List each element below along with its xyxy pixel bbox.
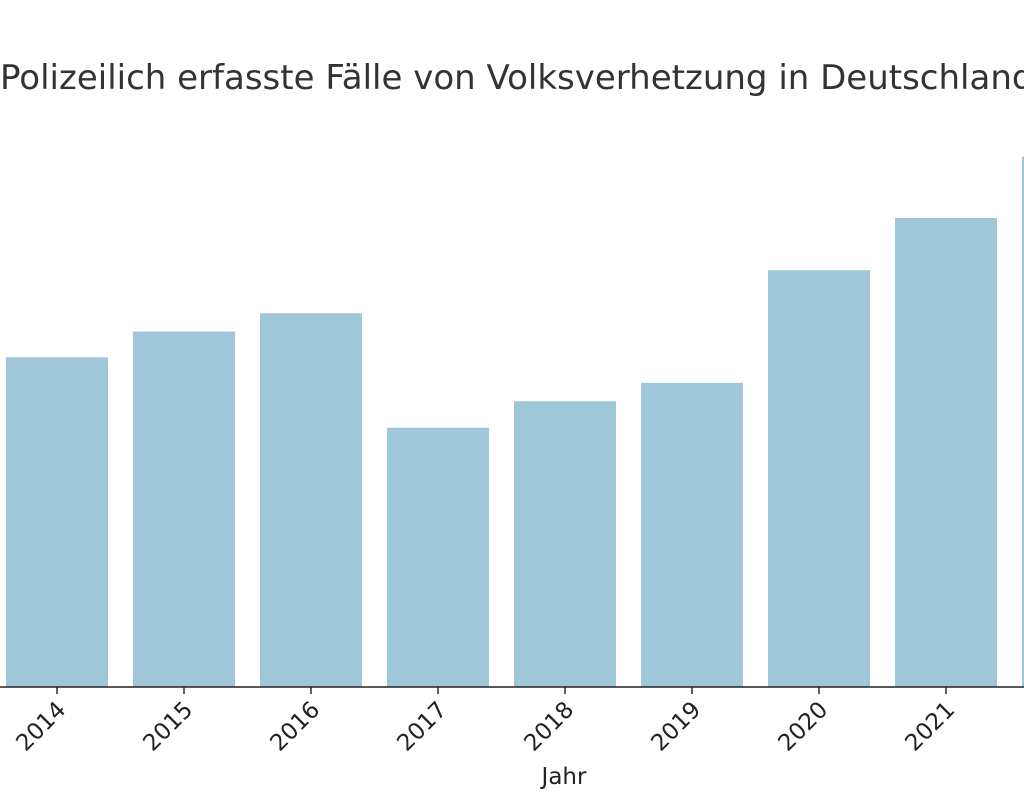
x-tick-label-2016: 2016 xyxy=(265,697,325,757)
chart-title: Polizeilich erfasste Fälle von Volksverh… xyxy=(0,58,1024,98)
x-axis-label: Jahr xyxy=(541,764,587,790)
x-tick-label-2015: 2015 xyxy=(138,697,198,757)
x-tick-label-2017: 2017 xyxy=(392,697,452,757)
x-tick-label-2021: 2021 xyxy=(900,697,960,757)
bar-2017 xyxy=(387,427,489,687)
x-tick-label-2019: 2019 xyxy=(646,697,706,757)
bar-2018 xyxy=(514,401,616,687)
x-tick-label-2018: 2018 xyxy=(519,697,579,757)
bar-2022 xyxy=(1022,156,1024,688)
x-tick-label-2014: 2014 xyxy=(11,697,71,757)
bar-2021 xyxy=(895,218,997,687)
bar-2015 xyxy=(133,331,235,687)
bar-2014 xyxy=(6,357,108,687)
x-tick-label-2020: 2020 xyxy=(773,697,833,757)
bar-2019 xyxy=(641,382,743,687)
bar-2020 xyxy=(768,270,870,687)
bar-2016 xyxy=(260,313,362,687)
